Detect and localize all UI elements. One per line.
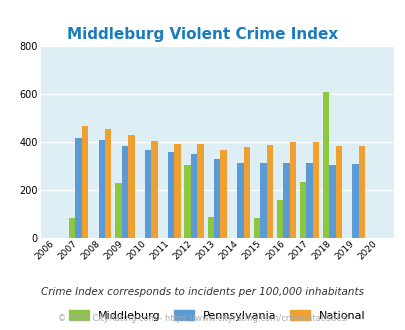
- Bar: [122, 146, 128, 238]
- Bar: [283, 163, 289, 238]
- Bar: [75, 138, 82, 238]
- Bar: [328, 165, 335, 238]
- Legend: Middleburg, Pennsylvania, National: Middleburg, Pennsylvania, National: [69, 310, 364, 321]
- Bar: [253, 218, 260, 238]
- Bar: [174, 144, 180, 238]
- Bar: [82, 126, 88, 238]
- Text: Middleburg Violent Crime Index: Middleburg Violent Crime Index: [67, 27, 338, 42]
- Bar: [115, 183, 122, 238]
- Bar: [312, 142, 318, 238]
- Bar: [358, 146, 364, 238]
- Bar: [299, 182, 305, 238]
- Bar: [151, 141, 157, 238]
- Bar: [207, 217, 213, 238]
- Bar: [69, 218, 75, 238]
- Bar: [128, 135, 134, 238]
- Bar: [335, 146, 341, 238]
- Bar: [220, 150, 226, 238]
- Bar: [352, 164, 358, 238]
- Bar: [276, 200, 283, 238]
- Bar: [289, 142, 295, 238]
- Bar: [305, 163, 312, 238]
- Bar: [190, 154, 197, 238]
- Bar: [237, 163, 243, 238]
- Bar: [98, 140, 105, 238]
- Bar: [144, 150, 151, 238]
- Text: Crime Index corresponds to incidents per 100,000 inhabitants: Crime Index corresponds to incidents per…: [41, 287, 364, 297]
- Bar: [260, 163, 266, 238]
- Bar: [197, 144, 203, 238]
- Bar: [322, 92, 328, 238]
- Bar: [167, 152, 174, 238]
- Bar: [266, 146, 273, 238]
- Bar: [105, 129, 111, 238]
- Bar: [184, 165, 190, 238]
- Text: © 2025 CityRating.com - https://www.cityrating.com/crime-statistics/: © 2025 CityRating.com - https://www.city…: [58, 314, 347, 323]
- Bar: [213, 159, 220, 238]
- Bar: [243, 147, 249, 238]
